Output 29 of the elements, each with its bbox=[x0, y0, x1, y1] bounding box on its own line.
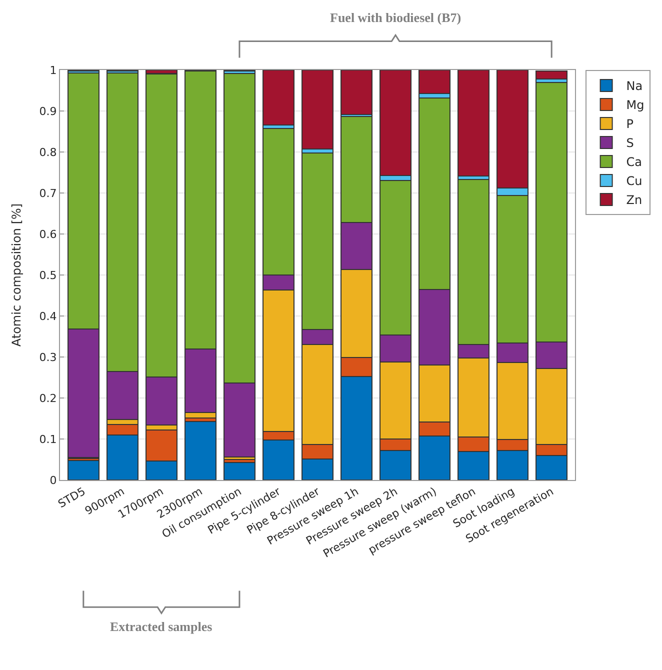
text: Extracted samples bbox=[110, 619, 212, 634]
y-tick-label: 0.2 bbox=[39, 392, 57, 405]
bar bbox=[262, 70, 295, 126]
y-tick-label: 1 bbox=[50, 64, 57, 77]
y-tick-label: 0.6 bbox=[39, 228, 57, 241]
y-tick-label: 0.7 bbox=[39, 186, 57, 200]
y-tick-label: 0 bbox=[50, 474, 57, 487]
legend-label: Cu bbox=[626, 174, 642, 188]
y-tick-label: 0.9 bbox=[39, 104, 57, 118]
y-tick-label: 0.4 bbox=[39, 310, 57, 323]
text: Fuel with biodiesel (B7) bbox=[330, 10, 462, 25]
bar bbox=[67, 460, 100, 480]
bar bbox=[535, 70, 568, 80]
legend-label: Ca bbox=[626, 155, 642, 170]
y-tick-label: 0.5 bbox=[39, 268, 57, 282]
y-tick-label: 0.1 bbox=[39, 432, 57, 446]
y-tick-label: 0.3 bbox=[39, 350, 57, 364]
legend-label: Na bbox=[626, 79, 643, 94]
y-tick-label: 0.8 bbox=[39, 146, 57, 159]
bar bbox=[184, 420, 217, 480]
bar bbox=[223, 462, 256, 480]
legend-label: Mg bbox=[626, 98, 644, 112]
legend-label: P bbox=[626, 117, 634, 132]
bar bbox=[457, 70, 490, 177]
legend-label: Zn bbox=[626, 193, 642, 208]
legend-label: S bbox=[626, 136, 634, 150]
bar bbox=[301, 70, 334, 150]
y-axis-title: Atomic composition [%] bbox=[10, 203, 24, 347]
bar bbox=[340, 70, 373, 116]
